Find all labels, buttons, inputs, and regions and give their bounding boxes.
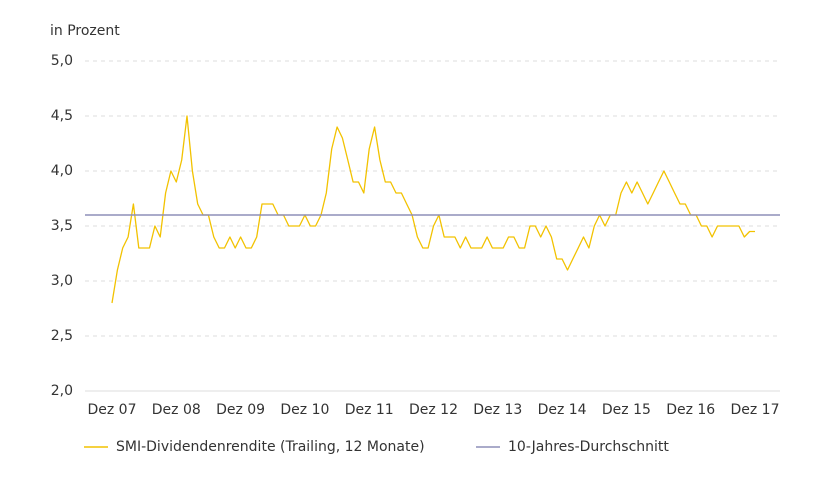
y-tick-label: 4,0 (51, 163, 73, 179)
y-tick-label: 3,5 (51, 218, 73, 234)
y-tick-label: 5,0 (51, 53, 73, 69)
x-tick-label: Dez 13 (473, 402, 522, 418)
x-tick-label: Dez 10 (280, 402, 329, 418)
y-tick-label: 2,5 (51, 328, 73, 344)
x-tick-label: Dez 07 (87, 402, 136, 418)
y-tick-label: 2,0 (51, 383, 73, 399)
y-tick-label: 3,0 (51, 273, 73, 289)
x-tick-label: Dez 14 (538, 402, 587, 418)
x-tick-label: Dez 16 (666, 402, 715, 418)
legend-label: SMI-Dividendenrendite (Trailing, 12 Mona… (116, 439, 425, 455)
y-axis-label: in Prozent (50, 23, 120, 39)
x-tick-label: Dez 12 (409, 402, 458, 418)
data-line (111, 115, 755, 304)
x-tick-label: Dez 09 (216, 402, 265, 418)
x-tick-label: Dez 11 (345, 402, 394, 418)
x-tick-label: Dez 17 (730, 402, 779, 418)
legend-label: 10-Jahres-Durchschnitt (508, 439, 669, 455)
x-tick-label: Dez 08 (152, 402, 201, 418)
x-tick-label: Dez 15 (602, 402, 651, 418)
y-tick-label: 4,5 (51, 108, 73, 124)
